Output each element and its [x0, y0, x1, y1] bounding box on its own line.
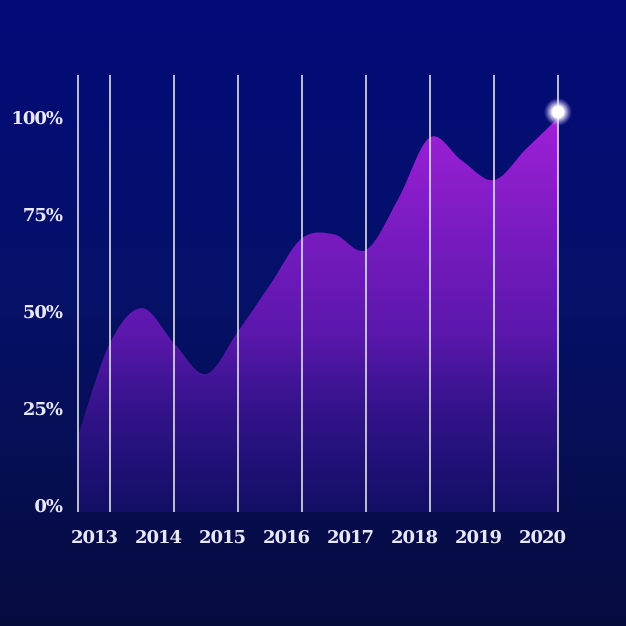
x-tick-label: 2016	[263, 527, 310, 548]
y-tick-label: 100%	[11, 108, 63, 129]
x-tick-label: 2013	[71, 527, 118, 548]
x-tick-label: 2014	[135, 527, 182, 548]
area-layer	[78, 118, 558, 512]
highlight-point	[552, 106, 564, 118]
x-tick-label: 2017	[327, 527, 374, 548]
y-tick-label: 75%	[23, 205, 63, 226]
y-tick-label: 25%	[23, 399, 63, 420]
highlight-layer	[544, 98, 572, 126]
x-tick-label: 2015	[199, 527, 246, 548]
x-tick-label: 2018	[391, 527, 438, 548]
x-axis-labels: 2013 2014 2015 2016 2017 2018 2019 2020	[71, 527, 567, 548]
y-tick-label: 0%	[34, 496, 63, 517]
y-axis-labels: 0% 25% 50% 75% 100%	[11, 108, 64, 517]
x-tick-label: 2020	[519, 527, 566, 548]
y-tick-label: 50%	[23, 302, 63, 323]
grid-layer	[77, 75, 559, 512]
area-series	[78, 118, 558, 512]
x-tick-label: 2019	[455, 527, 502, 548]
